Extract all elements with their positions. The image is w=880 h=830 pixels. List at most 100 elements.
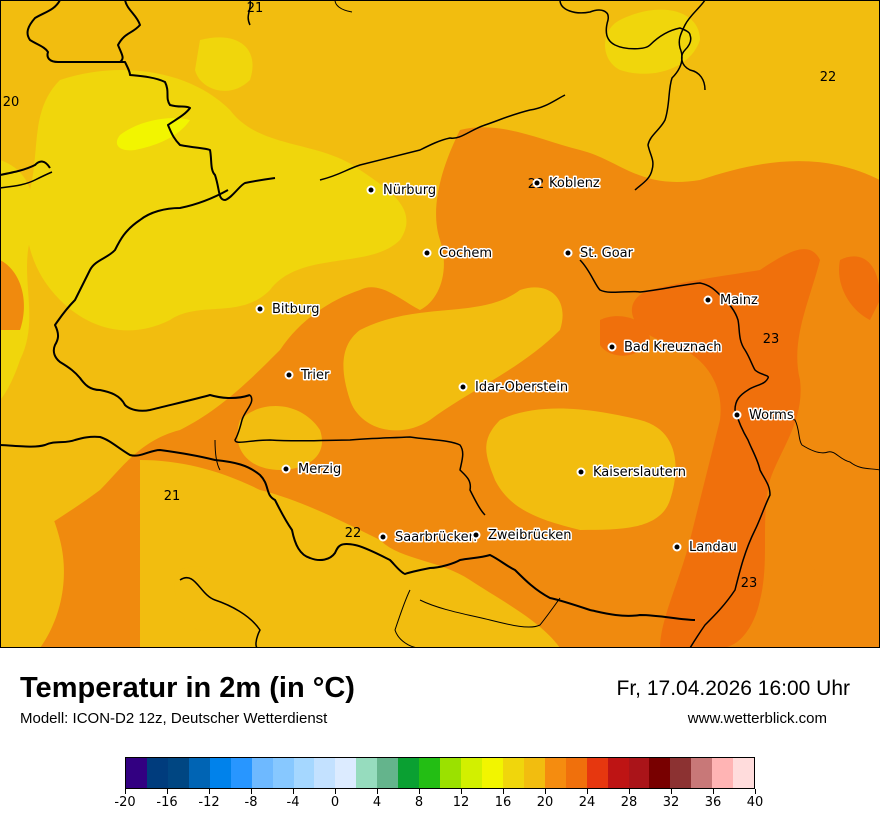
city-label: Landau (689, 540, 737, 555)
colorbar-segment (126, 758, 147, 788)
colorbar-tick-label: 36 (704, 795, 722, 810)
colorbar-tick-label: 0 (330, 795, 340, 810)
city-marker: Mainz (703, 292, 760, 310)
contour-label: 23 (763, 332, 780, 347)
city-marker: Merzig (281, 461, 343, 479)
city-dot-icon (703, 295, 713, 305)
city-label: Cochem (439, 246, 492, 261)
colorbar-tick (250, 789, 252, 794)
colorbar-tick (544, 789, 546, 794)
colorbar-tick (460, 789, 462, 794)
city-dot-icon (532, 178, 542, 188)
colorbar-tick (754, 789, 756, 794)
colorbar-tick (166, 789, 168, 794)
colorbar-tick (586, 789, 588, 794)
city-dot-icon (563, 248, 573, 258)
map-title: Temperatur in 2m (in °C) (20, 672, 355, 704)
colorbar-segment (523, 758, 545, 788)
city-label: Nürburg (383, 183, 436, 198)
city-dot-icon (366, 185, 376, 195)
colorbar-segment (209, 758, 231, 788)
city-dot-icon (732, 410, 742, 420)
city-marker: Kaiserslautern (576, 464, 688, 482)
colorbar-tick-label: -16 (156, 795, 178, 810)
city-label: Bad Kreuznach (624, 340, 722, 355)
colorbar-segment (544, 758, 566, 788)
temperature-colorbar (125, 757, 755, 789)
colorbar-segment (461, 758, 482, 788)
colorbar-segment (293, 758, 315, 788)
city-dot-icon (471, 530, 481, 540)
contour-label: 22 (345, 526, 362, 541)
city-dot-icon (458, 382, 468, 392)
colorbar-segment (272, 758, 294, 788)
city-marker: Landau (672, 539, 738, 557)
colorbar-tick-label: 32 (662, 795, 680, 810)
colorbar-segment (146, 758, 168, 788)
city-marker: Nürburg (366, 182, 438, 200)
colorbar-segment (733, 758, 755, 788)
model-source: Modell: ICON-D2 12z, Deutscher Wetterdie… (20, 710, 328, 727)
colorbar-tick (418, 789, 420, 794)
city-label: Zweibrücken (488, 528, 571, 543)
colorbar-tick-label: -12 (198, 795, 220, 810)
city-marker: St. Goar (563, 245, 635, 263)
colorbar-tick-label: 28 (620, 795, 638, 810)
city-dot-icon (607, 342, 617, 352)
colorbar-segment (419, 758, 441, 788)
colorbar-tick (208, 789, 210, 794)
colorbar-tick-label: -8 (244, 795, 258, 810)
city-marker: Cochem (422, 245, 494, 263)
colorbar-segment (377, 758, 399, 788)
city-label: Worms (749, 408, 794, 423)
city-marker: Zweibrücken (471, 527, 573, 545)
colorbar-tick-label: -4 (286, 795, 300, 810)
city-marker: Trier (284, 367, 331, 385)
city-dot-icon (672, 542, 682, 552)
colorbar-tick-label: 24 (578, 795, 596, 810)
city-markers: Nürburg Koblenz Cochem St. Goar Mainz Bitburg… (255, 175, 795, 557)
city-dot-icon (378, 532, 388, 542)
city-label: Bitburg (272, 302, 320, 317)
colorbar-tick-label: 16 (494, 795, 512, 810)
colorbar-segment (356, 758, 378, 788)
city-label: Trier (300, 368, 330, 383)
colorbar-segment (398, 758, 420, 788)
city-marker: Bad Kreuznach (607, 339, 723, 357)
city-marker: Worms (732, 407, 795, 425)
contour-label: 22 (820, 70, 837, 85)
colorbar-tick-label: 4 (372, 795, 382, 810)
colorbar-tick (124, 789, 126, 794)
city-label: Saarbrücken (395, 530, 477, 545)
colorbar-segment (230, 758, 252, 788)
colorbar-segment (314, 758, 336, 788)
borders (0, 0, 880, 648)
colorbar-segment (167, 758, 189, 788)
city-label: St. Goar (580, 246, 634, 261)
valid-datetime: Fr, 17.04.2026 16:00 Uhr (616, 677, 851, 700)
city-dot-icon (576, 467, 586, 477)
colorbar-segment (335, 758, 357, 788)
colorbar-tick (376, 789, 378, 794)
colorbar-segment (502, 758, 524, 788)
colorbar-tick (502, 789, 504, 794)
colorbar-ticks: -20 -16 -12 -8 -4 0 4 8 12 16 20 24 28 32 36 40 (114, 789, 763, 819)
city-label: Koblenz (549, 176, 600, 191)
colorbar-segment (188, 758, 210, 788)
colorbar-tick-label: 12 (452, 795, 470, 810)
contour-label: 20 (3, 95, 20, 110)
colorbar-segment (607, 758, 629, 788)
city-marker: Koblenz (532, 175, 601, 193)
contour-label: 21 (164, 489, 181, 504)
colorbar-segment (565, 758, 587, 788)
colorbar-segment (481, 758, 503, 788)
colorbar-segment (649, 758, 671, 788)
colorbar-tick-label: 20 (536, 795, 554, 810)
contour-label: 21 (247, 1, 264, 16)
city-marker: Saarbrücken (378, 529, 478, 547)
website-link[interactable]: www.wetterblick.com (687, 710, 827, 727)
colorbar-tick (712, 789, 714, 794)
colorbar-segment (712, 758, 734, 788)
colorbar-tick (628, 789, 630, 794)
city-dot-icon (284, 370, 294, 380)
